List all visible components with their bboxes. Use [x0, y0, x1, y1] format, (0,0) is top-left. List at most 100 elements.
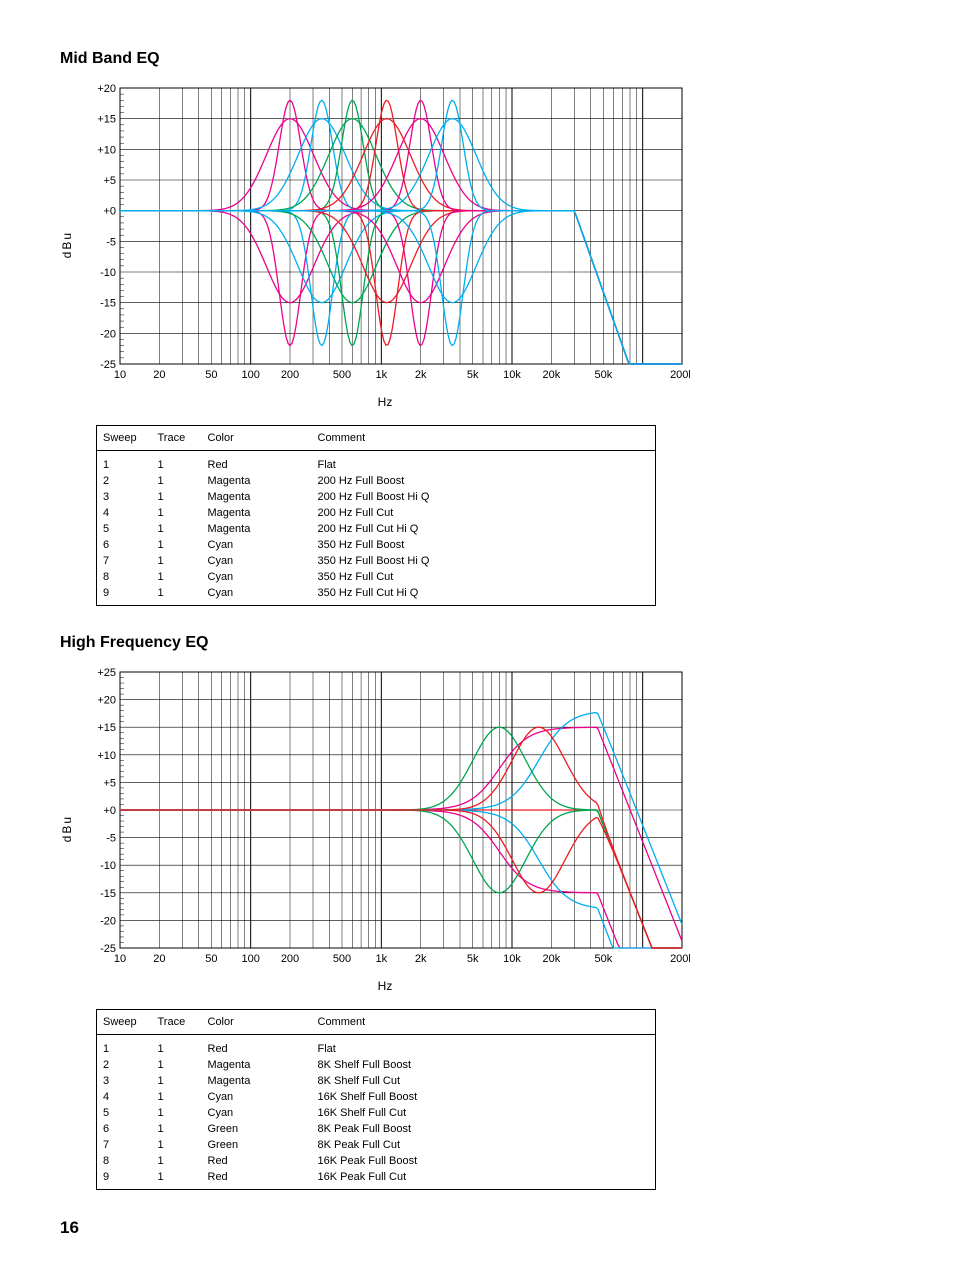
- legend-row: 81Cyan350 Hz Full Cut: [97, 569, 656, 585]
- svg-text:1k: 1k: [376, 953, 388, 965]
- legend-cell: 1: [152, 1153, 202, 1169]
- legend-cell: 2: [97, 1057, 152, 1073]
- legend-cell: 1: [152, 1137, 202, 1153]
- legend-cell: Flat: [312, 1035, 656, 1058]
- svg-text:2k: 2k: [415, 369, 427, 381]
- page-number: 16: [60, 1218, 894, 1238]
- svg-text:50: 50: [205, 369, 217, 381]
- legend-row: 61Cyan350 Hz Full Boost: [97, 537, 656, 553]
- legend-cell: 1: [152, 537, 202, 553]
- legend-cell: 1: [152, 505, 202, 521]
- eq-curve: [120, 100, 682, 364]
- svg-text:-15: -15: [100, 298, 116, 310]
- legend-cell: Green: [202, 1121, 312, 1137]
- legend-cell: 200 Hz Full Boost Hi Q: [312, 489, 656, 505]
- svg-text:-5: -5: [106, 236, 116, 248]
- eq-curve: [120, 101, 682, 364]
- legend-cell: Cyan: [202, 569, 312, 585]
- eq-curve: [120, 100, 682, 364]
- legend-row: 21Magenta200 Hz Full Boost: [97, 473, 656, 489]
- legend-cell: 1: [152, 1105, 202, 1121]
- legend-cell: 200 Hz Full Boost: [312, 473, 656, 489]
- svg-text:50k: 50k: [594, 953, 612, 965]
- legend-table: SweepTraceColorComment11RedFlat21Magenta…: [96, 1009, 656, 1190]
- legend-cell: 8: [97, 1153, 152, 1169]
- section-title: High Frequency EQ: [60, 634, 894, 652]
- legend-header: Trace: [152, 426, 202, 451]
- legend-cell: 8K Shelf Full Boost: [312, 1057, 656, 1073]
- legend-cell: 9: [97, 585, 152, 606]
- legend-cell: Magenta: [202, 521, 312, 537]
- legend-cell: Red: [202, 451, 312, 474]
- svg-text:10: 10: [114, 369, 126, 381]
- legend-cell: 4: [97, 1089, 152, 1105]
- svg-text:10k: 10k: [503, 953, 521, 965]
- legend-cell: 6: [97, 1121, 152, 1137]
- eq-chart: -25-20-15-10-5+0+5+10+15+20+251020501002…: [80, 664, 690, 974]
- legend-cell: 3: [97, 1073, 152, 1089]
- legend-header: Color: [202, 426, 312, 451]
- legend-cell: 1: [152, 489, 202, 505]
- legend-cell: 4: [97, 505, 152, 521]
- svg-text:-20: -20: [100, 915, 116, 927]
- legend-cell: Cyan: [202, 585, 312, 606]
- svg-text:200k: 200k: [670, 953, 690, 965]
- svg-text:50: 50: [205, 953, 217, 965]
- y-axis-label: dBu: [60, 231, 74, 258]
- svg-text:10k: 10k: [503, 369, 521, 381]
- legend-cell: 1: [97, 1035, 152, 1058]
- legend-cell: 1: [152, 473, 202, 489]
- legend-cell: Flat: [312, 451, 656, 474]
- legend-row: 31Magenta200 Hz Full Boost Hi Q: [97, 489, 656, 505]
- svg-text:10: 10: [114, 953, 126, 965]
- legend-row: 41Magenta200 Hz Full Cut: [97, 505, 656, 521]
- svg-text:100: 100: [241, 369, 259, 381]
- eq-curve: [120, 100, 682, 364]
- legend-row: 31Magenta8K Shelf Full Cut: [97, 1073, 656, 1089]
- legend-header: Sweep: [97, 426, 152, 451]
- legend-cell: 8K Peak Full Cut: [312, 1137, 656, 1153]
- legend-row: 91Red16K Peak Full Cut: [97, 1169, 656, 1190]
- legend-cell: 350 Hz Full Boost: [312, 537, 656, 553]
- svg-text:100: 100: [241, 953, 259, 965]
- legend-cell: 9: [97, 1169, 152, 1190]
- legend-cell: Cyan: [202, 1089, 312, 1105]
- svg-text:-5: -5: [106, 833, 116, 845]
- legend-cell: Red: [202, 1169, 312, 1190]
- legend-cell: Red: [202, 1153, 312, 1169]
- legend-cell: 1: [97, 451, 152, 474]
- x-axis-label: Hz: [80, 979, 690, 993]
- legend-row: 21Magenta8K Shelf Full Boost: [97, 1057, 656, 1073]
- legend-cell: 200 Hz Full Cut Hi Q: [312, 521, 656, 537]
- svg-text:+5: +5: [103, 777, 116, 789]
- legend-cell: 16K Peak Full Cut: [312, 1169, 656, 1190]
- legend-cell: 16K Shelf Full Cut: [312, 1105, 656, 1121]
- y-axis-label: dBu: [60, 815, 74, 842]
- legend-cell: 1: [152, 1169, 202, 1190]
- svg-text:+15: +15: [97, 114, 116, 126]
- legend-cell: 8K Peak Full Boost: [312, 1121, 656, 1137]
- svg-text:+20: +20: [97, 695, 116, 707]
- legend-cell: 7: [97, 1137, 152, 1153]
- eq-curve: [120, 100, 682, 364]
- svg-text:500: 500: [333, 369, 351, 381]
- legend-row: 91Cyan350 Hz Full Cut Hi Q: [97, 585, 656, 606]
- svg-text:2k: 2k: [415, 953, 427, 965]
- legend-cell: 1: [152, 521, 202, 537]
- legend-cell: Magenta: [202, 505, 312, 521]
- svg-text:500: 500: [333, 953, 351, 965]
- eq-curve: [120, 810, 682, 948]
- legend-cell: 1: [152, 1121, 202, 1137]
- legend-row: 11RedFlat: [97, 1035, 656, 1058]
- legend-header: Color: [202, 1010, 312, 1035]
- svg-text:+20: +20: [97, 83, 116, 95]
- legend-row: 11RedFlat: [97, 451, 656, 474]
- legend-row: 71Green8K Peak Full Cut: [97, 1137, 656, 1153]
- legend-cell: 3: [97, 489, 152, 505]
- legend-row: 51Cyan16K Shelf Full Cut: [97, 1105, 656, 1121]
- legend-cell: Magenta: [202, 489, 312, 505]
- legend-cell: Magenta: [202, 473, 312, 489]
- legend-cell: 6: [97, 537, 152, 553]
- svg-text:+0: +0: [103, 805, 116, 817]
- legend-cell: 1: [152, 585, 202, 606]
